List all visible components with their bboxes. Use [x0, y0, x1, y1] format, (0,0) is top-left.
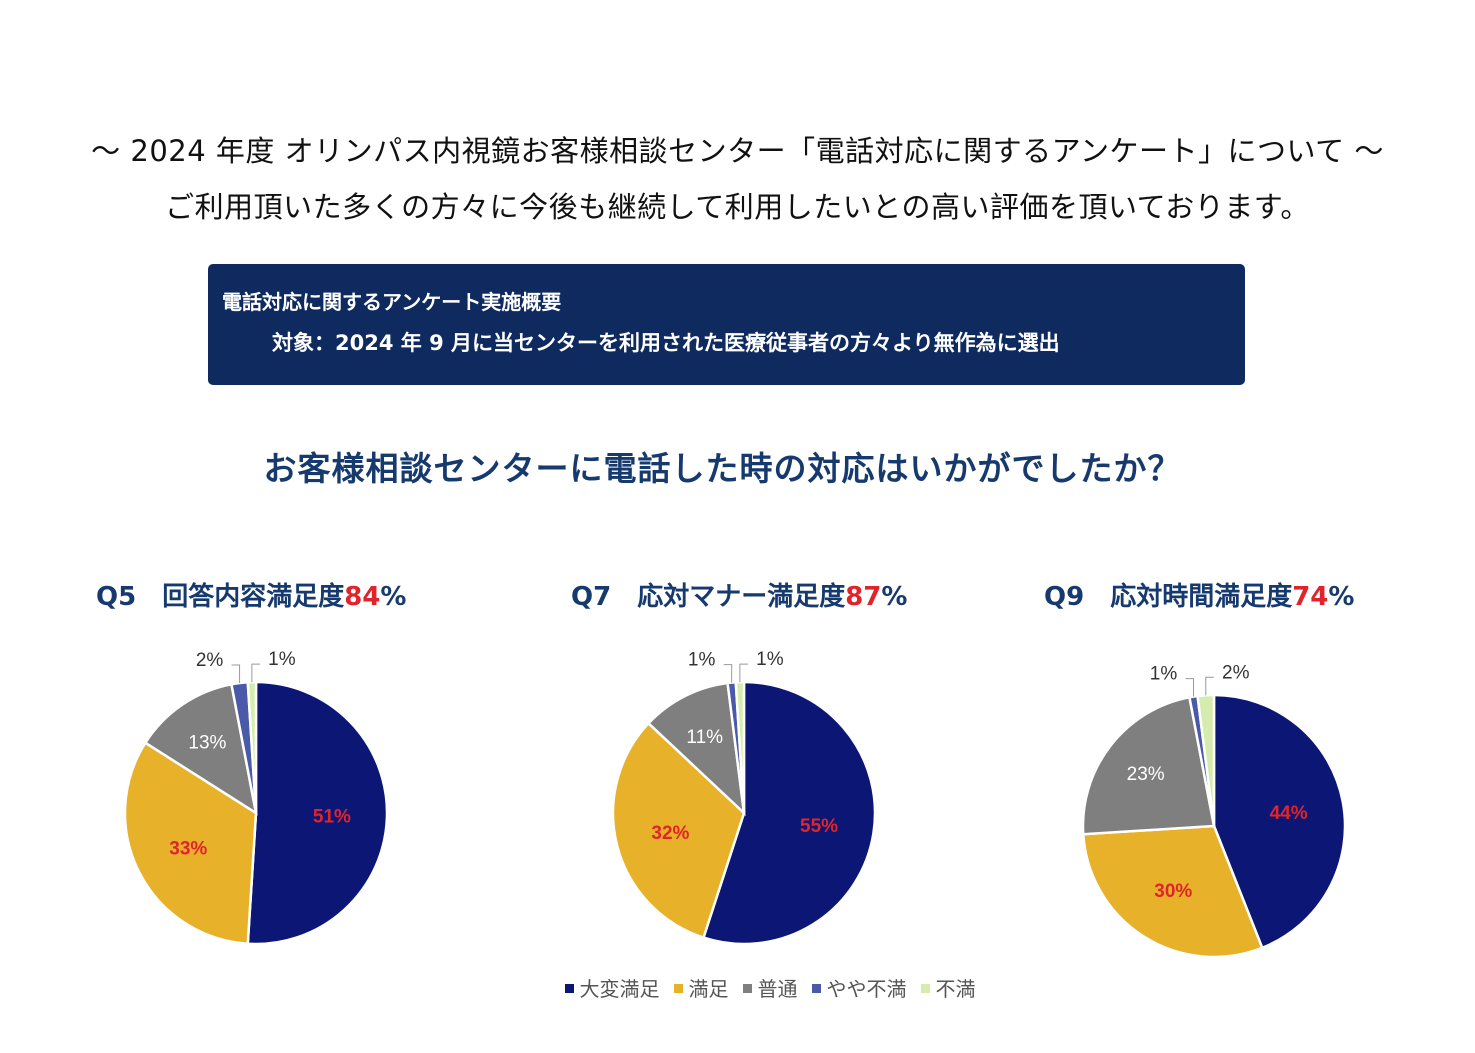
- pie-q5-label-very-satisfied: 51%: [313, 806, 351, 827]
- header-line-1: ～ 2024 年度 オリンパス内視鏡お客様相談センター「電話対応に関するアンケー…: [91, 134, 1384, 168]
- pie-q5-label-neutral: 13%: [188, 732, 226, 753]
- chart-q7-score-unit: %: [881, 582, 908, 612]
- legend-swatch-neutral: [742, 984, 752, 993]
- legend-item-very-satisfied: 大変満足: [564, 973, 660, 1002]
- pie-q7-slice-satisfied: [611, 721, 746, 940]
- chart-q5-score-unit: %: [380, 582, 407, 612]
- pie-q9-leader-somewhat-dissatisfied: [1185, 678, 1195, 697]
- pie-q9-label-dissatisfied: 2%: [1222, 662, 1250, 683]
- pie-q7-label-dissatisfied: 1%: [756, 649, 784, 670]
- header-line-2: ご利用頂いた多くの方々に今後も継続して利用したいとの高い評価を頂いております。: [165, 190, 1310, 224]
- chart-title-q9: Q9 応対時間満足度74%: [1044, 576, 1354, 613]
- pie-q5-label-satisfied: 33%: [169, 838, 207, 859]
- pie-q9-slice-satisfied: [1081, 824, 1264, 959]
- pie-q7-leader-somewhat-dissatisfied: [723, 664, 733, 683]
- legend-item-neutral: 普通: [742, 973, 798, 1002]
- pie-q5-leader-somewhat-dissatisfied: [231, 664, 241, 684]
- legend-label-dissatisfied: 不満: [935, 977, 976, 1001]
- pie-q9-label-neutral: 23%: [1127, 764, 1165, 785]
- pie-q9-leader-dissatisfied: [1205, 676, 1214, 696]
- pie-q7-leader-dissatisfied: [739, 663, 748, 683]
- pie-q9-label-satisfied: 30%: [1154, 881, 1192, 902]
- pie-q5-label-dissatisfied: 1%: [268, 649, 296, 670]
- pie-q5-label-somewhat-dissatisfied: 2%: [196, 650, 224, 671]
- chart-q5-number: Q5: [96, 582, 137, 612]
- survey-target-text: 対象：2024 年 9 月に当センターを利用された医療従事者の方々より無作為に選…: [272, 331, 1060, 355]
- pie-q9-label-very-satisfied: 44%: [1270, 803, 1308, 824]
- legend-item-dissatisfied: 不満: [920, 973, 976, 1002]
- chart-q5-score: 84: [344, 582, 381, 612]
- chart-q7-title: 応対マナー満足度: [637, 582, 846, 612]
- pie-q5-leader-dissatisfied: [251, 663, 260, 683]
- legend-swatch-very-satisfied: [564, 984, 574, 993]
- chart-q9-title: 応対時間満足度: [1110, 582, 1293, 612]
- chart-q9-score: 74: [1292, 582, 1329, 612]
- pie-q5-slice-very-satisfied: [246, 680, 389, 946]
- pie-q7-slice-neutral: [646, 681, 746, 817]
- survey-overview-title: 電話対応に関するアンケート実施概要: [222, 290, 562, 314]
- pie-q9-slice-neutral: [1081, 695, 1216, 836]
- pie-q9-label-somewhat-dissatisfied: 1%: [1150, 664, 1178, 685]
- legend-item-satisfied: 満足: [673, 973, 729, 1002]
- survey-overview-box: 電話対応に関するアンケート実施概要 対象：2024 年 9 月に当センターを利用…: [208, 264, 1245, 385]
- pie-q7-label-very-satisfied: 55%: [800, 816, 838, 837]
- pie-q7-label-satisfied: 32%: [651, 823, 689, 844]
- chart-q9-score-unit: %: [1328, 582, 1355, 612]
- pie-q9-slice-very-satisfied: [1212, 693, 1347, 950]
- pie-q7-label-neutral: 11%: [686, 727, 723, 748]
- legend-label-satisfied: 満足: [688, 977, 729, 1001]
- chart-q9-number: Q9: [1044, 582, 1085, 612]
- chart-title-q7: Q7 応対マナー満足度87%: [571, 576, 907, 613]
- legend-swatch-satisfied: [673, 984, 683, 993]
- legend-label-somewhat-dissatisfied: やや不満: [826, 977, 907, 1001]
- legend-swatch-somewhat-dissatisfied: [811, 984, 821, 993]
- chart-q7-number: Q7: [571, 582, 612, 612]
- chart-q5-title: 回答内容満足度: [162, 582, 345, 612]
- pie-q7-slice-very-satisfied: [701, 680, 877, 946]
- pie-q7-label-somewhat-dissatisfied: 1%: [688, 650, 716, 671]
- pie-q5-slice-neutral: [143, 682, 258, 816]
- chart-legend: 大変満足 満足 普通 やや不満 不満: [0, 973, 1475, 1002]
- legend-swatch-dissatisfied: [920, 984, 930, 993]
- chart-title-q5: Q5 回答内容満足度84%: [96, 576, 406, 613]
- chart-q7-score: 87: [845, 582, 882, 612]
- survey-question: お客様相談センターに電話した時の対応はいかがでしたか？: [263, 449, 1182, 488]
- legend-label-neutral: 普通: [757, 977, 798, 1001]
- legend-item-somewhat-dissatisfied: やや不満: [811, 973, 907, 1002]
- legend-label-very-satisfied: 大変満足: [579, 977, 660, 1001]
